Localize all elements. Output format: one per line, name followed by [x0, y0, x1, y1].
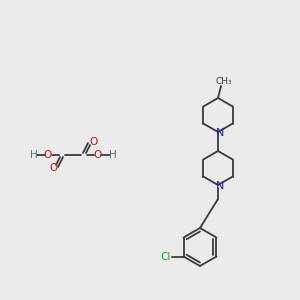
- Text: H: H: [109, 150, 117, 160]
- Text: N: N: [216, 128, 224, 138]
- Text: O: O: [49, 163, 57, 173]
- Text: N: N: [216, 181, 224, 191]
- Text: O: O: [44, 150, 52, 160]
- Text: O: O: [89, 137, 97, 147]
- Text: H: H: [30, 150, 38, 160]
- Text: O: O: [94, 150, 102, 160]
- Text: Cl: Cl: [160, 251, 171, 262]
- Text: CH₃: CH₃: [216, 77, 232, 86]
